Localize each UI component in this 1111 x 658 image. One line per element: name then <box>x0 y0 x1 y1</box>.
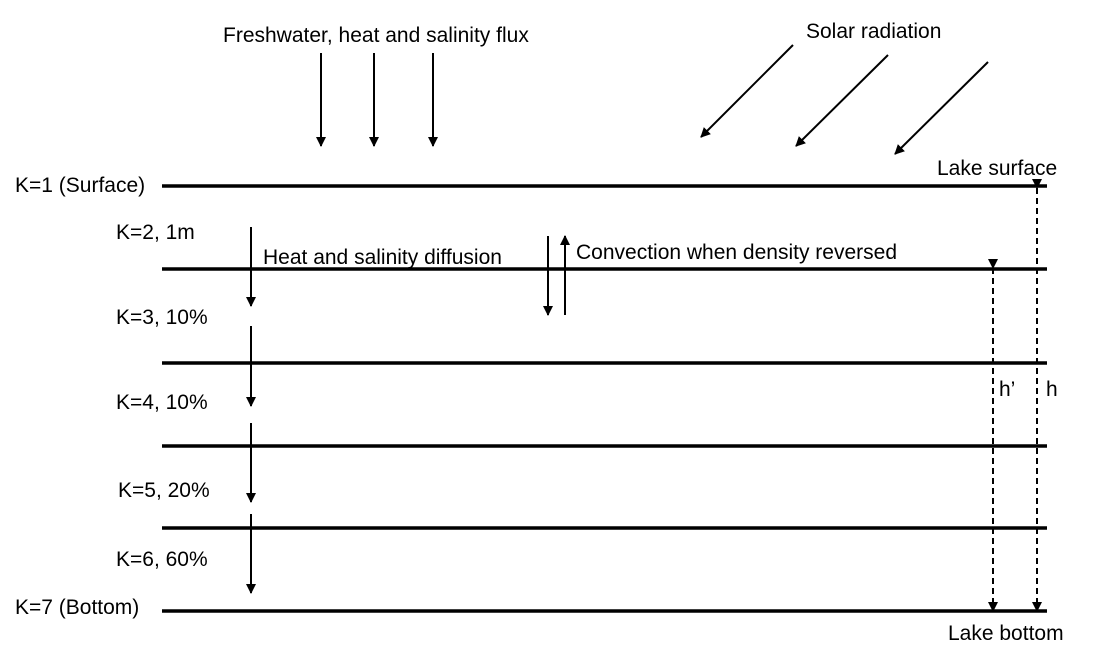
solar-arrow-1 <box>700 44 794 138</box>
h-label: h <box>1046 378 1058 401</box>
lake-surface-label: Lake surface <box>937 157 1057 180</box>
layer-label-k5: K=5, 20% <box>118 479 210 502</box>
solar-arrow-3 <box>894 61 989 155</box>
flux-label: Freshwater, heat and salinity flux <box>223 24 529 47</box>
layer-label-k3: K=3, 10% <box>116 306 208 329</box>
layer-label-k4: K=4, 10% <box>116 391 208 414</box>
h-prime-label: h’ <box>999 378 1015 401</box>
solar-radiation-label: Solar radiation <box>806 20 941 43</box>
convection-label: Convection when density reversed <box>576 241 897 264</box>
layer-label-k7: K=7 (Bottom) <box>15 596 139 619</box>
layer-label-k2: K=2, 1m <box>116 221 195 244</box>
layer-label-k1: K=1 (Surface) <box>15 174 145 197</box>
diffusion-label: Heat and salinity diffusion <box>263 246 502 269</box>
solar-arrow-2 <box>795 54 889 147</box>
layer-label-k6: K=6, 60% <box>116 548 208 571</box>
lake-bottom-label: Lake bottom <box>948 622 1064 645</box>
